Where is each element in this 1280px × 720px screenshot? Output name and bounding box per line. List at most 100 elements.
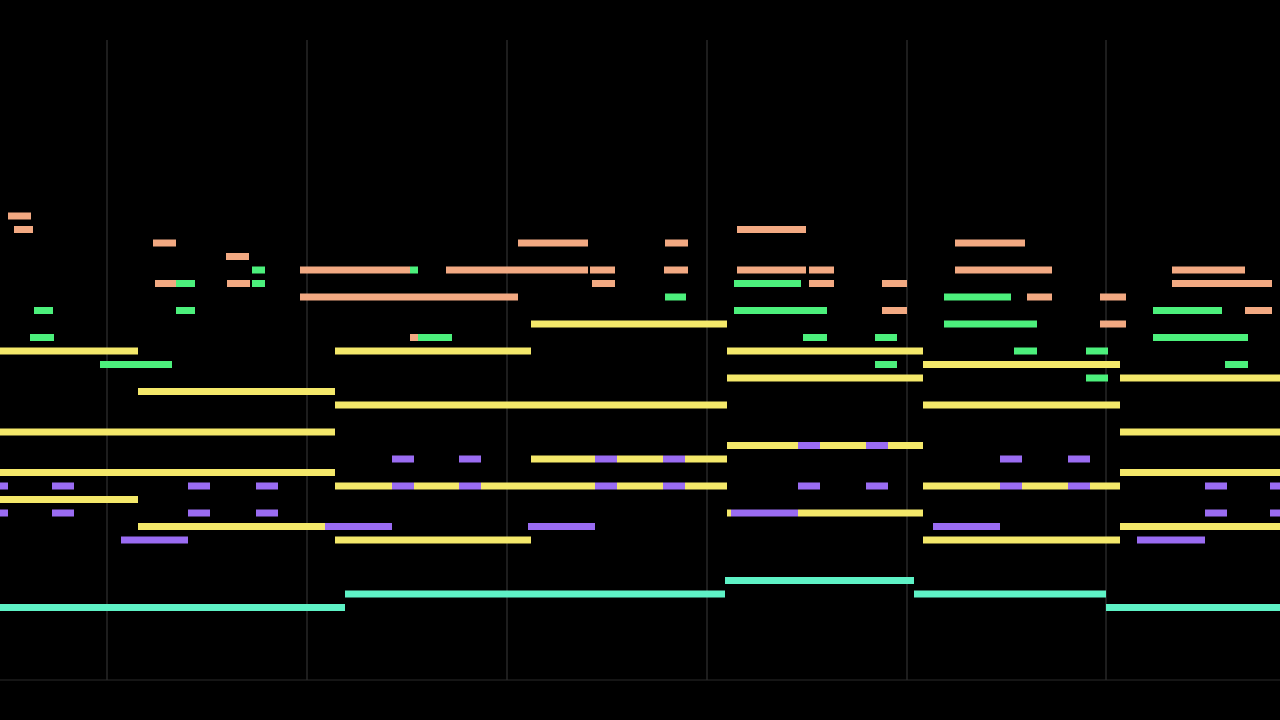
note-purple: [595, 455, 617, 463]
note-green: [1153, 334, 1248, 341]
note-purple: [798, 482, 820, 490]
note-peach: [1172, 280, 1272, 287]
note-green: [252, 266, 265, 274]
note-peach: [592, 280, 615, 287]
note-peach: [737, 226, 806, 233]
note-peach: [446, 266, 588, 274]
note-peach: [955, 239, 1025, 247]
note-purple: [256, 482, 278, 490]
note-purple: [933, 523, 1000, 530]
note-purple: [1068, 482, 1090, 490]
note-purple: [798, 442, 820, 449]
note-yellow: [0, 428, 335, 436]
note-yellow: [335, 347, 531, 355]
note-purple: [663, 482, 685, 490]
note-green: [734, 280, 801, 287]
note-peach: [1027, 293, 1052, 301]
note-peach: [300, 293, 518, 301]
note-purple: [0, 509, 8, 517]
note-peach: [665, 239, 688, 247]
note-yellow: [923, 401, 1120, 409]
note-yellow: [0, 347, 138, 355]
note-purple: [1000, 455, 1022, 463]
note-peach: [809, 280, 834, 287]
note-peach: [518, 239, 588, 247]
note-yellow: [335, 482, 727, 490]
note-peach: [1100, 293, 1126, 301]
note-green: [418, 334, 452, 341]
note-green: [665, 293, 686, 301]
voice-purple: [0, 442, 1280, 544]
note-purple: [52, 482, 74, 490]
note-peach: [737, 266, 806, 274]
note-yellow: [727, 442, 923, 449]
note-peach: [664, 266, 688, 274]
note-purple: [392, 482, 414, 490]
note-green: [1086, 347, 1108, 355]
note-yellow: [1120, 374, 1280, 382]
note-yellow: [335, 401, 727, 409]
note-purple: [188, 509, 210, 517]
note-peach: [809, 266, 834, 274]
note-green: [1014, 347, 1037, 355]
note-purple: [325, 523, 392, 530]
note-yellow: [138, 523, 335, 530]
note-peach: [1245, 307, 1272, 314]
measure-lines: [0, 40, 1280, 681]
note-yellow: [0, 496, 138, 503]
note-yellow: [1120, 523, 1280, 530]
note-peach: [226, 253, 249, 260]
note-purple: [731, 509, 798, 517]
note-green: [875, 361, 897, 368]
note-purple: [52, 509, 74, 517]
note-purple: [1270, 482, 1280, 490]
note-purple: [1137, 536, 1205, 544]
note-purple: [1205, 482, 1227, 490]
note-yellow: [531, 320, 727, 328]
note-purple: [256, 509, 278, 517]
note-green: [30, 334, 54, 341]
note-purple: [0, 482, 8, 490]
note-yellow: [727, 347, 923, 355]
note-peach: [882, 280, 907, 287]
note-green: [944, 293, 1011, 301]
note-purple: [1068, 455, 1090, 463]
note-green: [1153, 307, 1222, 314]
note-green: [1086, 374, 1108, 382]
note-purple: [866, 482, 888, 490]
note-yellow: [923, 536, 1120, 544]
note-green: [875, 334, 897, 341]
note-peach: [8, 212, 31, 220]
note-purple: [459, 455, 481, 463]
note-purple: [459, 482, 481, 490]
note-green: [1225, 361, 1248, 368]
note-purple: [188, 482, 210, 490]
note-yellow: [531, 455, 727, 463]
voice-green: [30, 266, 1248, 382]
note-peach: [1100, 320, 1126, 328]
note-cyan: [345, 590, 725, 598]
note-cyan: [914, 590, 1106, 598]
note-yellow: [335, 536, 531, 544]
note-purple: [528, 523, 595, 530]
note-yellow: [727, 509, 923, 517]
note-peach: [955, 266, 1052, 274]
note-purple: [595, 482, 617, 490]
note-purple: [1205, 509, 1227, 517]
note-purple: [1000, 482, 1022, 490]
note-cyan: [1106, 604, 1280, 611]
note-purple: [663, 455, 685, 463]
note-cyan: [725, 577, 914, 584]
note-green: [410, 266, 418, 274]
note-layer: [0, 212, 1280, 611]
note-cyan: [0, 604, 345, 611]
note-yellow: [1120, 428, 1280, 436]
note-purple: [392, 455, 414, 463]
note-yellow: [138, 388, 335, 395]
note-green: [803, 334, 827, 341]
note-green: [734, 307, 827, 314]
note-yellow: [923, 361, 1120, 368]
note-purple: [866, 442, 888, 449]
note-green: [944, 320, 1037, 328]
